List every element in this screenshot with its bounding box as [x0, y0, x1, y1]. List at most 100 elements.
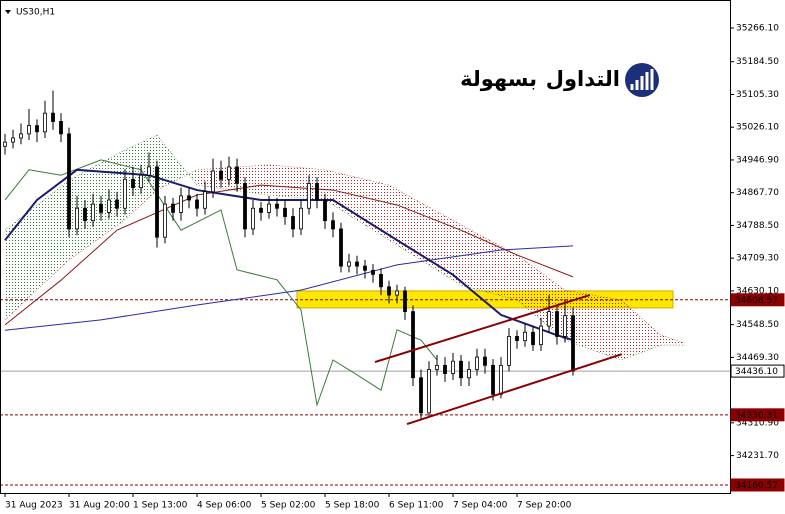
- level-label: 34608.57: [735, 296, 778, 306]
- candle-body: [67, 133, 71, 230]
- candle-body: [203, 191, 207, 209]
- cloud-segment: [197, 164, 269, 196]
- x-tick-label: 31 Aug 20:00: [69, 501, 130, 511]
- y-tick-label: 34548.50: [736, 320, 779, 330]
- candle-body: [267, 203, 271, 213]
- candle-body: [139, 174, 143, 188]
- candle-body: [475, 356, 479, 370]
- x-tick-label: 5 Sep 18:00: [325, 501, 380, 511]
- candle-body: [163, 203, 167, 238]
- candle-body: [123, 178, 127, 209]
- candle-body: [435, 364, 439, 370]
- logo-word: التداول: [546, 67, 620, 91]
- candle-body: [235, 166, 239, 184]
- candle-body: [363, 265, 367, 271]
- cloud-segment: [461, 224, 517, 301]
- plot-area: [0, 90, 730, 486]
- level-label-bg: [730, 478, 785, 492]
- channel-line: [374, 294, 591, 363]
- candle-body: [275, 203, 279, 209]
- candle-body: [107, 199, 111, 213]
- candle-body: [443, 364, 447, 375]
- candle-body: [243, 183, 247, 230]
- candle-body: [211, 170, 215, 193]
- cloud-segment: [269, 164, 325, 200]
- candle-body: [59, 121, 63, 135]
- candle-body: [507, 336, 511, 366]
- y-tick-label: 34630.10: [736, 286, 779, 296]
- y-tick-label: 34310.90: [736, 418, 779, 428]
- candle-body: [347, 261, 351, 267]
- candle-body: [539, 325, 543, 346]
- candle-body: [283, 207, 287, 217]
- y-tick-label: 34867.70: [736, 188, 779, 198]
- candle-body: [571, 315, 575, 372]
- y-tick-label: 34788.50: [736, 221, 779, 231]
- y-tick-label: 35026.10: [736, 123, 779, 133]
- level-label-bg: [730, 408, 785, 422]
- candle-body: [419, 377, 423, 414]
- candle-body: [395, 290, 399, 296]
- y-tick-label: 34709.30: [736, 254, 779, 264]
- candle-body: [411, 311, 415, 379]
- symbol-label: US30,H1: [16, 8, 55, 18]
- cloud-segment: [389, 185, 461, 286]
- x-tick-label: 1 Sep 13:00: [133, 501, 188, 511]
- cloud-segment: [661, 335, 685, 346]
- y-tick-label: 34469.30: [736, 353, 779, 363]
- candle-body: [11, 137, 15, 143]
- candle-body: [51, 112, 55, 122]
- cloud-segment: [621, 300, 661, 360]
- candle-body: [523, 331, 527, 341]
- y-tick-label: 35105.30: [736, 90, 779, 100]
- cloud-segment: [157, 135, 197, 191]
- candle-body: [251, 207, 255, 230]
- y-tick-label: 34946.90: [736, 155, 779, 165]
- candle-body: [99, 203, 103, 213]
- x-tick-label: 4 Sep 06:00: [197, 501, 252, 511]
- cloud-segment: [69, 149, 125, 260]
- candle-body: [91, 203, 95, 222]
- candle-body: [323, 199, 327, 222]
- candle-body: [387, 286, 391, 296]
- candle-body: [459, 360, 463, 379]
- level-label: 34436.10: [735, 367, 778, 377]
- y-tick-label: 35184.50: [736, 57, 779, 67]
- logo-bars: [630, 69, 654, 90]
- candle-body: [43, 112, 47, 133]
- cloud-segment: [5, 180, 69, 320]
- indicator-line: [4, 159, 438, 408]
- candle-body: [547, 311, 551, 327]
- x-tick-label: 6 Sep 11:00: [389, 501, 444, 511]
- indicator-line: [4, 184, 574, 326]
- candle-body: [35, 125, 39, 133]
- indicator-line: [4, 245, 574, 331]
- candle-body: [371, 269, 375, 275]
- candle-body: [187, 195, 191, 201]
- candle-body: [467, 369, 471, 379]
- candle-body: [451, 360, 455, 375]
- x-tick-label: 5 Sep 02:00: [261, 501, 316, 511]
- candle-body: [531, 331, 535, 346]
- logo-word: بسهولة: [460, 67, 537, 91]
- cloud-segment: [517, 254, 565, 341]
- candle-body: [355, 261, 359, 267]
- menu-arrow[interactable]: [5, 10, 11, 14]
- candle-body: [227, 166, 231, 180]
- x-tick-label: 7 Sep 04:00: [453, 501, 508, 511]
- candle-body: [83, 207, 87, 222]
- candle-body: [195, 199, 199, 209]
- candle-body: [563, 315, 567, 337]
- candle-body: [491, 364, 495, 395]
- y-tick-label: 35266.10: [736, 23, 779, 33]
- candle-body: [179, 195, 183, 213]
- candle-body: [131, 178, 135, 188]
- candle-body: [499, 364, 503, 395]
- candle-body: [3, 141, 7, 147]
- candle-body: [331, 220, 335, 230]
- cloud-span: [4, 134, 685, 361]
- candle-body: [339, 228, 343, 267]
